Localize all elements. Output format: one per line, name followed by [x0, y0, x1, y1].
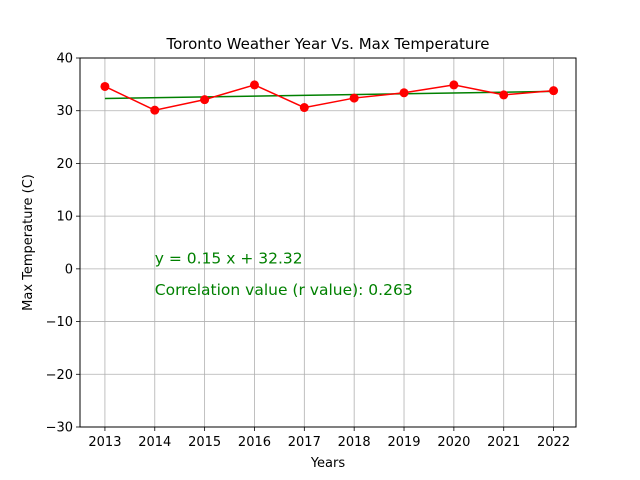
series-line [104, 84, 554, 111]
data-point [299, 103, 309, 113]
x-tick-label: 2021 [487, 435, 520, 450]
y-tick-label: 0 [65, 262, 73, 277]
regression-equation: y = 0.15 x + 32.32 [155, 250, 303, 268]
data-point [100, 81, 110, 91]
x-tick-label: 2018 [338, 435, 371, 450]
data-point [349, 93, 359, 103]
x-tick-label: 2022 [537, 435, 570, 450]
y-axis-title: Max Temperature (C) [21, 174, 36, 311]
x-tick-label: 2015 [188, 435, 221, 450]
chart-title: Toronto Weather Year Vs. Max Temperature [166, 35, 490, 53]
y-tick-label: 10 [56, 210, 73, 225]
axis-ticks: 2013 2014 2015 2016 2017 2018 2019 2020 2021 2022… [46, 52, 571, 451]
x-axis-title: Years [310, 456, 346, 471]
y-tick-label: 30 [56, 104, 73, 119]
x-tick-label: 2017 [288, 435, 321, 450]
correlation-label: Correlation value (r value): 0.263 [155, 281, 413, 299]
y-tick-label: 40 [56, 52, 73, 67]
regression-line [104, 90, 554, 100]
data-point [200, 95, 210, 105]
annotations: y = 0.15 x + 32.32 Correlation value (r v… [155, 250, 413, 300]
x-tick-label: 2013 [88, 435, 121, 450]
plot-area [100, 80, 559, 115]
x-tick-label: 2019 [387, 435, 420, 450]
y-tick-label: −10 [46, 315, 73, 330]
data-point [399, 88, 409, 98]
data-point [499, 90, 509, 100]
data-point [249, 80, 259, 90]
plot-frame [79, 57, 577, 428]
data-point [549, 86, 559, 96]
x-tick-label: 2014 [138, 435, 171, 450]
data-point [449, 80, 459, 90]
y-tick-label: 20 [56, 157, 73, 172]
x-tick-label: 2020 [437, 435, 470, 450]
y-tick-label: −30 [46, 421, 73, 436]
data-point [150, 105, 160, 115]
y-tick-label: −20 [46, 368, 73, 383]
x-tick-label: 2016 [238, 435, 271, 450]
